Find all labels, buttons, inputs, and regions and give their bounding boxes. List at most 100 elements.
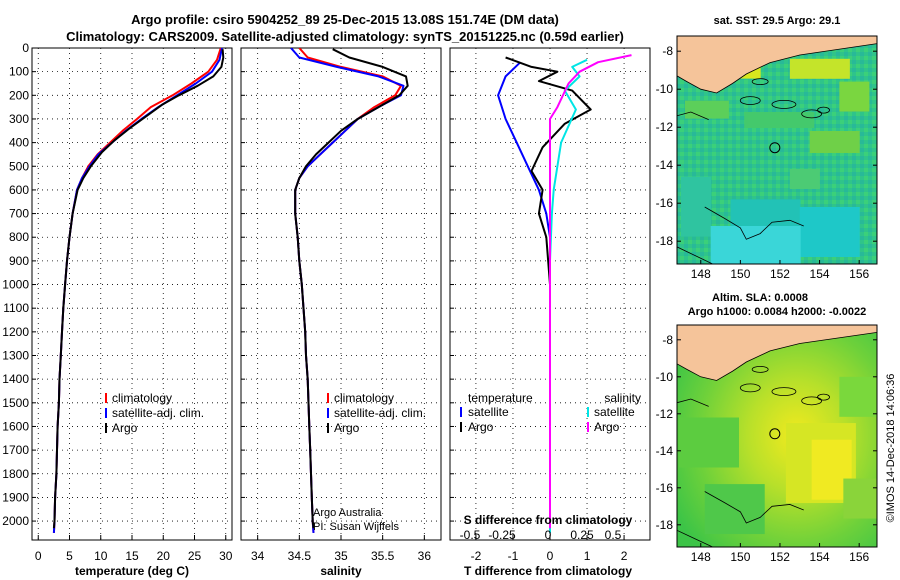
- credit-text: Argo Australia: [313, 507, 382, 519]
- map-y-tick: -10: [656, 82, 674, 96]
- profile-marker: [769, 428, 781, 440]
- map-field-cell: [704, 484, 765, 535]
- x-tick-label: 25: [188, 549, 202, 563]
- map-x-tick: 152: [770, 550, 790, 564]
- x-tick-label: 1: [584, 549, 591, 563]
- reef-contour: [704, 491, 804, 524]
- y-tick-label: 1200: [2, 325, 29, 339]
- map-field-cell: [809, 131, 860, 153]
- island: [801, 396, 823, 406]
- map-x-tick: 150: [730, 550, 750, 564]
- island: [817, 106, 830, 114]
- map-content: [677, 36, 877, 264]
- difference-panel: -2 -1 0 1 2 -0.5 -0.25 0 0.25 0.5 temperature salin…: [449, 47, 651, 563]
- y-tick-label: 1000: [2, 278, 29, 292]
- reef-contour: [704, 206, 804, 240]
- x-tick-label: 0: [35, 549, 42, 563]
- salinity-panel: 34 34.5 35 35.5 36 climatologysatellite-adj. …: [240, 47, 442, 563]
- y-tick-label: 100: [9, 65, 29, 79]
- profile-marker: [769, 142, 781, 154]
- legend-label: climatology: [112, 391, 172, 405]
- x-tick-label: 35.5: [371, 549, 395, 563]
- temperature-panel: 0 5 10 15 20 25 300100200300400500600700800900…: [2, 41, 232, 563]
- x-tick-label: -2: [471, 549, 482, 563]
- x-tick-label: 10: [94, 549, 108, 563]
- map-y-tick: -14: [656, 444, 674, 458]
- island: [751, 365, 769, 373]
- x-tick-label: 34: [251, 549, 265, 563]
- series-group: [497, 54, 632, 533]
- map-y-tick: -12: [656, 120, 674, 134]
- y-tick-label: 500: [9, 159, 29, 173]
- map-y-tick: -18: [656, 518, 674, 532]
- s-tick-label: 0: [545, 528, 552, 542]
- y-tick-label: 1700: [2, 443, 29, 457]
- title-line-2: Climatology: CARS2009. Satellite-adjuste…: [66, 29, 624, 44]
- map-x-tick: 148: [691, 550, 711, 564]
- map-x-tick: 156: [849, 267, 869, 281]
- map-x-tick: 156: [849, 550, 869, 564]
- x-tick-label: 2: [621, 549, 628, 563]
- x-tick-label: 36: [418, 549, 432, 563]
- map-x-tick: 150: [730, 267, 750, 281]
- map-x-tick: 152: [770, 267, 790, 281]
- y-tick-label: 1400: [2, 372, 29, 386]
- map-y-tick: -18: [656, 234, 674, 248]
- sla-map: 148 150 152 154 156 -8 -10 -12 -14 -16 -18: [656, 324, 878, 564]
- legend-label: satellite-adj. clim.: [334, 406, 426, 420]
- coast-contour: [677, 398, 709, 407]
- s-difference-axis-label: S difference from climatology: [464, 513, 633, 527]
- t-difference-axis-label: T difference from climatology: [464, 564, 632, 578]
- map-y-tick: -16: [656, 481, 674, 495]
- legend-label: Argo: [112, 421, 138, 435]
- legend-label: Argo: [468, 420, 494, 434]
- y-tick-label: 800: [9, 230, 29, 244]
- island: [801, 109, 823, 119]
- island: [739, 96, 761, 105]
- map-frame: [676, 324, 878, 548]
- legend-label: Argo: [334, 421, 360, 435]
- map-y-tick: -14: [656, 158, 674, 172]
- map-y-tick: -16: [656, 196, 674, 210]
- map-field-cell: [680, 176, 711, 237]
- sst-map-title: sat. SST: 29.5 Argo: 29.1: [714, 15, 841, 27]
- sst-map: 148 150 152 154 156 -8 -10 -12 -14 -16 -18: [656, 35, 878, 281]
- map-field-cell: [789, 169, 820, 189]
- s-tick-label: -0.5: [460, 528, 481, 542]
- map-x-tick: 154: [810, 550, 830, 564]
- y-tick-label: 1500: [2, 396, 29, 410]
- y-tick-label: 1800: [2, 467, 29, 481]
- salinity-axis-label: salinity: [320, 564, 362, 578]
- temperature-axis-label: temperature (deg C): [75, 564, 189, 578]
- x-tick-label: -1: [508, 549, 519, 563]
- land-png: [677, 36, 877, 94]
- island: [739, 383, 761, 393]
- island: [817, 393, 830, 401]
- map-field-cell: [839, 376, 877, 417]
- y-tick-label: 2000: [2, 514, 29, 528]
- map-field-cell: [789, 58, 850, 79]
- y-tick-label: 700: [9, 207, 29, 221]
- map-y-tick: -12: [656, 407, 674, 421]
- map-field-cell: [684, 100, 729, 119]
- series-group: [290, 48, 409, 533]
- sla-map-subtitle: Argo h1000: 0.0084 h2000: -0.0022: [688, 306, 867, 318]
- x-tick-label: 34.5: [288, 549, 312, 563]
- y-tick-label: 1600: [2, 419, 29, 433]
- y-tick-label: 200: [9, 88, 29, 102]
- legend-label: Argo: [594, 420, 620, 434]
- s-tick-label: -0.25: [488, 528, 516, 542]
- legend-title: temperature: [468, 391, 533, 405]
- x-tick-label: 0: [547, 549, 554, 563]
- x-tick-label: 20: [157, 549, 171, 563]
- pi-text: PI: Susan Wijffels: [313, 521, 399, 533]
- map-x-tick: 154: [810, 267, 830, 281]
- x-tick-label: 30: [219, 549, 233, 563]
- series-line-argo: [294, 48, 409, 529]
- y-tick-label: 0: [22, 41, 29, 55]
- map-field-cell: [710, 226, 801, 264]
- series-line-argo: [52, 49, 225, 529]
- coast-contour: [677, 246, 713, 264]
- s-tick-label: 0.25: [570, 528, 594, 542]
- legend-label: satellite: [468, 405, 509, 419]
